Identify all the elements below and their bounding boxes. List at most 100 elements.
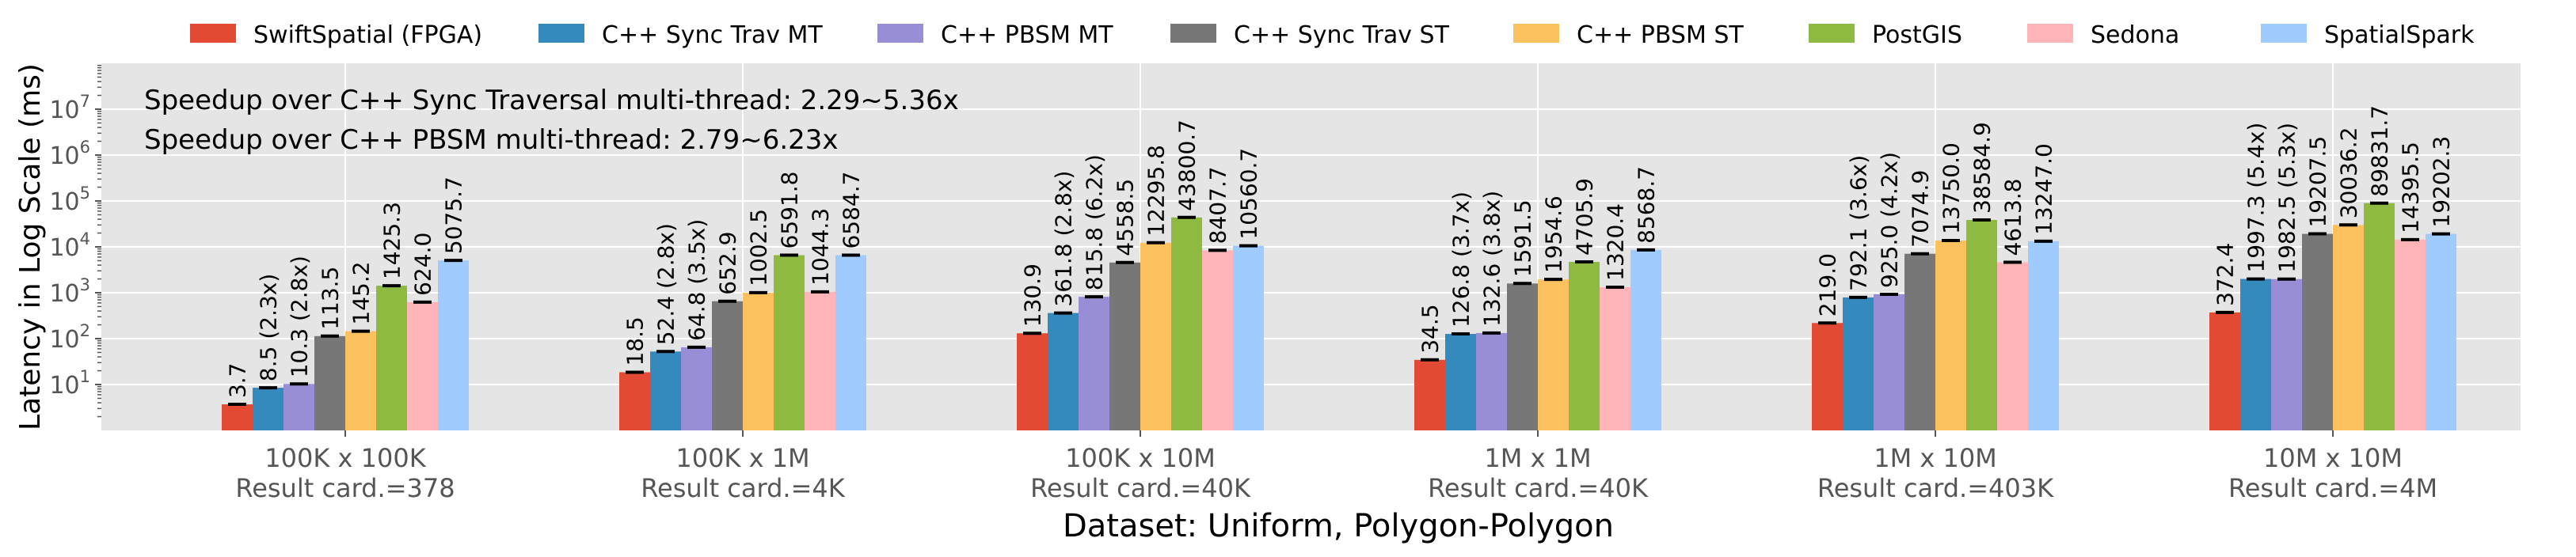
bar-spatialspark — [1233, 245, 1264, 430]
bar-c-pbsm-st — [345, 331, 376, 430]
x-tick-label: 100K x 1M — [675, 443, 809, 473]
bar-value-label: 12295.8 — [1143, 145, 1170, 237]
legend-label: C++ PBSM ST — [1577, 21, 1744, 49]
bar-postgis — [1171, 217, 1202, 430]
bar-swiftspatial-fpga — [1017, 333, 1048, 430]
legend-swatch — [1170, 24, 1216, 43]
legend-label: C++ PBSM MT — [941, 21, 1113, 49]
bar-spatialspark — [2028, 241, 2059, 430]
bar-spatialspark — [1630, 249, 1661, 430]
bar-value-label: 1320.4 — [1603, 203, 1629, 281]
bar-value-label: 8568.7 — [1634, 166, 1660, 244]
bar-postgis — [774, 255, 805, 430]
bar-swiftspatial-fpga — [619, 372, 650, 430]
bar-value-label: 43800.7 — [1174, 119, 1200, 211]
bar-c-sync-trav-st — [712, 301, 743, 430]
bar-value-label: 10.3 (2.8x) — [287, 256, 313, 377]
x-tick-label: 100K x 100K — [264, 443, 426, 473]
bar-value-label: 126.8 (3.7x) — [1448, 191, 1474, 328]
bar-value-label: 113.5 — [318, 267, 344, 330]
bar-value-label: 10560.7 — [1236, 148, 1262, 240]
x-tick-sublabel: Result card.=403K — [1817, 473, 2054, 503]
legend-label: Sedona — [2091, 21, 2179, 49]
bar-value-label: 38584.9 — [1969, 122, 1996, 214]
bar-value-label: 30036.2 — [2336, 127, 2362, 218]
annotation-speedup-sync-trav: Speedup over C++ Sync Traversal multi-th… — [144, 85, 959, 116]
bar-value-label: 130.9 — [1020, 263, 1046, 327]
bar-value-label: 1997.3 (5.4x) — [2243, 123, 2270, 273]
bar-value-label: 1002.5 — [746, 209, 772, 286]
bar-value-label: 624.0 — [410, 233, 436, 296]
bar-spatialspark — [835, 255, 866, 430]
bar-value-label: 14395.5 — [2398, 142, 2424, 233]
bar-layer: 3.7 8.5 (2.3x) 10.3 (2.8x) 113.5 145.21425.3… — [222, 105, 2456, 430]
bar-c-pbsm-st — [1140, 242, 1171, 430]
bar-c-sync-trav-mt — [2240, 278, 2271, 430]
bar-swiftspatial-fpga — [2209, 312, 2240, 430]
x-tick-sublabel: Result card.=40K — [1030, 473, 1251, 503]
bar-c-sync-trav-mt — [650, 351, 681, 430]
bar-c-sync-trav-st — [2302, 233, 2333, 430]
bar-value-label: 6584.7 — [839, 172, 865, 249]
x-tick-sublabel: Result card.=378 — [235, 473, 455, 503]
bar-postgis — [376, 286, 407, 430]
bar-c-pbsm-mt — [1874, 294, 1904, 430]
bar-value-label: 652.9 — [715, 232, 741, 295]
legend-swatch — [2027, 24, 2073, 43]
bar-c-pbsm-mt — [1476, 332, 1507, 430]
bar-sedona — [407, 301, 438, 430]
bar-value-label: 815.8 (6.2x) — [1082, 154, 1108, 290]
y-tick-label: 104 — [49, 229, 90, 262]
y-tick-label: 107 — [49, 92, 90, 124]
bar-c-pbsm-st — [1935, 240, 1966, 430]
y-tick-label: 102 — [49, 321, 90, 354]
bar-sedona — [1997, 262, 2028, 430]
bar-value-label: 4613.8 — [2000, 179, 2026, 256]
y-tick-label: 106 — [49, 138, 90, 170]
bar-spatialspark — [2426, 233, 2456, 430]
bar-c-sync-trav-st — [1904, 253, 1935, 430]
bar-sedona — [1600, 286, 1630, 430]
x-tick-label: 1M x 1M — [1484, 443, 1591, 473]
bar-value-label: 13750.0 — [1939, 142, 1965, 234]
y-axis: 101 102 103 104 105 106 107 — [49, 64, 101, 418]
bar-c-pbsm-mt — [283, 384, 314, 430]
bar-value-label: 925.0 (4.2x) — [1877, 152, 1903, 288]
bar-c-pbsm-st — [1538, 279, 1569, 430]
bar-value-label: 89831.7 — [2367, 105, 2393, 197]
bar-sedona — [1202, 250, 1233, 430]
bar-value-label: 19202.3 — [2429, 136, 2455, 228]
bar-c-pbsm-st — [743, 292, 774, 430]
bar-value-label: 13247.0 — [2031, 143, 2057, 235]
x-tick-label: 10M x 10M — [2263, 443, 2403, 473]
bar-c-sync-trav-st — [314, 335, 345, 430]
bar-c-pbsm-mt — [1079, 297, 1109, 430]
bar-postgis — [1569, 261, 1600, 430]
bar-c-sync-trav-mt — [1445, 334, 1476, 430]
legend-swatch — [877, 24, 923, 43]
x-tick-sublabel: Result card.=4M — [2228, 473, 2437, 503]
legend-label: SwiftSpatial (FPGA) — [253, 21, 482, 49]
bar-sedona — [805, 291, 835, 430]
legend-swatch — [2261, 24, 2307, 43]
bar-value-label: 4705.9 — [1572, 178, 1598, 256]
bar-value-label: 1044.3 — [808, 208, 834, 286]
bar-swiftspatial-fpga — [222, 404, 253, 430]
legend-swatch — [1513, 24, 1559, 43]
bar-value-label: 6591.8 — [777, 172, 803, 249]
bar-value-label: 52.4 (2.8x) — [653, 223, 679, 345]
bar-postgis — [1966, 219, 1997, 430]
bar-value-label: 372.4 — [2213, 243, 2239, 306]
legend-label: C++ Sync Trav ST — [1234, 21, 1450, 49]
bar-value-label: 1954.6 — [1541, 195, 1567, 273]
bar-postgis — [2364, 203, 2395, 430]
bar-value-label: 8.5 (2.3x) — [256, 274, 282, 381]
bar-value-label: 792.1 (3.6x) — [1846, 155, 1872, 291]
bar-value-label: 1982.5 (5.3x) — [2274, 123, 2300, 273]
bar-c-pbsm-st — [2333, 225, 2364, 430]
bar-c-sync-trav-mt — [1843, 297, 1874, 430]
legend-swatch — [538, 24, 584, 43]
bar-value-label: 219.0 — [1815, 253, 1841, 316]
